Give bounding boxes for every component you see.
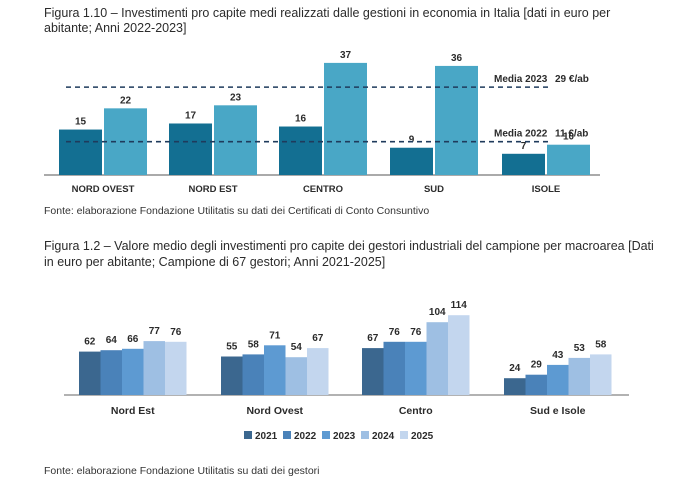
chart2-category-label: Sud e Isole	[530, 405, 586, 417]
chart2-bar-centro-2024	[426, 322, 448, 395]
chart2-bar-centro-2023	[405, 341, 427, 395]
chart2-bar-centro-2022	[383, 341, 405, 395]
chart2-bar-centro-2025	[448, 315, 470, 395]
chart2-data-label: 24	[509, 363, 521, 374]
chart2-data-label: 64	[106, 335, 118, 346]
chart2-category-label: Centro	[399, 405, 433, 417]
chart1-title: Figura 1.10 – Investimenti pro capite me…	[44, 6, 611, 35]
chart2-legend-swatch-2025	[400, 431, 408, 439]
chart2-data-label: 104	[429, 307, 446, 318]
chart2-data-label: 76	[410, 327, 422, 338]
chart1-data-label: 36	[451, 53, 463, 64]
chart2-bar-centro-2021	[362, 348, 384, 395]
chart1-bar-nord-ovest-2022	[59, 129, 102, 175]
chart2-bar-nord-est-2023	[122, 348, 144, 395]
chart2-bar-nord-est-2024	[143, 341, 165, 395]
chart2-data-label: 62	[84, 337, 96, 348]
chart1-category-label: SUD	[424, 184, 444, 195]
chart2-data-label: 58	[248, 339, 260, 350]
chart2-data-label: 67	[367, 333, 379, 344]
chart1-data-label: 7	[521, 141, 527, 152]
chart2-data-label: 77	[149, 326, 161, 337]
chart1-category-label: CENTRO	[303, 184, 343, 195]
chart2-bar-nord-ovest-2023	[264, 345, 286, 395]
chart2-data-label: 43	[552, 350, 564, 361]
chart2-legend-label: 2025	[411, 431, 434, 442]
chart2-data-label: 58	[595, 339, 607, 350]
chart2-legend-label: 2022	[294, 431, 317, 442]
chart2-bar-nord-ovest-2025	[307, 348, 329, 395]
chart2-bar-nord-est-2021	[79, 351, 101, 395]
chart2-data-label: 29	[531, 360, 543, 371]
chart1-data-label: 16	[295, 114, 307, 125]
chart2-legend-swatch-2022	[283, 431, 291, 439]
chart2-category-label: Nord Est	[111, 405, 155, 417]
chart2-legend-swatch-2023	[322, 431, 330, 439]
chart2-bar-nord-est-2022	[100, 350, 122, 395]
chart2-data-label: 54	[291, 342, 303, 353]
chart1-bar-nord-est-2022	[169, 123, 212, 175]
chart1-bar-nord-est-2023	[214, 105, 257, 175]
chart1-reference-value: 11 €/ab	[555, 129, 588, 140]
chart2-data-label: 67	[312, 333, 324, 344]
chart2-bar-sud-e-isole-2025	[590, 354, 612, 395]
chart2-legend-swatch-2024	[361, 431, 369, 439]
chart2-legend-swatch-2021	[244, 431, 252, 439]
chart1-reference-label: Media 2022	[494, 129, 548, 140]
chart1-bar-centro-2023	[324, 62, 367, 175]
chart1-bar-sud-2023	[435, 65, 478, 175]
chart2-bar-nord-ovest-2022	[242, 354, 264, 395]
chart2-data-label: 76	[170, 327, 182, 338]
chart2-data-label: 76	[389, 327, 401, 338]
chart2-data-label: 55	[226, 342, 238, 353]
chart2-bar-sud-e-isole-2024	[568, 357, 590, 395]
chart2-data-label: 66	[127, 334, 139, 345]
chart1-bar-centro-2022	[279, 126, 322, 175]
chart1-data-label: 17	[185, 110, 197, 121]
chart2-bar-sud-e-isole-2022	[525, 374, 547, 395]
chart1-category-label: ISOLE	[532, 184, 561, 195]
chart2-category-label: Nord Ovest	[246, 405, 303, 417]
chart2-bar-nord-ovest-2024	[285, 357, 307, 395]
chart2-bar-sud-e-isole-2023	[547, 364, 569, 395]
chart2-bar-nord-est-2025	[165, 341, 187, 395]
chart2-data-label: 71	[269, 330, 281, 341]
chart2-legend-label: 2021	[255, 431, 278, 442]
chart1-data-label: 9	[409, 135, 415, 146]
chart2-data-label: 53	[574, 343, 586, 354]
chart1-data-label: 37	[340, 50, 352, 61]
chart1-bar-sud-2022	[390, 147, 433, 175]
chart1-category-label: NORD EST	[188, 184, 237, 195]
chart2-data-label: 114	[451, 300, 468, 311]
chart1-data-label: 10	[563, 132, 575, 143]
chart1-data-label: 22	[120, 95, 132, 106]
chart2-title: Figura 1.2 – Valore medio degli investim…	[44, 239, 654, 269]
chart2-source: Fonte: elaborazione Fondazione Utilitati…	[44, 465, 320, 477]
chart1-source: Fonte: elaborazione Fondazione Utilitati…	[44, 205, 430, 217]
chart1-data-label: 15	[75, 117, 87, 128]
chart1-bar-isole-2022	[502, 153, 545, 175]
chart1-category-label: NORD OVEST	[72, 184, 135, 195]
chart2-bar-sud-e-isole-2021	[504, 378, 526, 395]
chart1-data-label: 23	[230, 92, 242, 103]
chart2-bar-nord-ovest-2021	[221, 356, 243, 395]
chart1-reference-value: 29 €/ab	[555, 74, 589, 85]
chart2-legend-label: 2024	[372, 431, 395, 442]
chart1-reference-label: Media 2023	[494, 74, 548, 85]
chart1-bar-isole-2023	[547, 144, 590, 175]
chart2-legend-label: 2023	[333, 431, 356, 442]
